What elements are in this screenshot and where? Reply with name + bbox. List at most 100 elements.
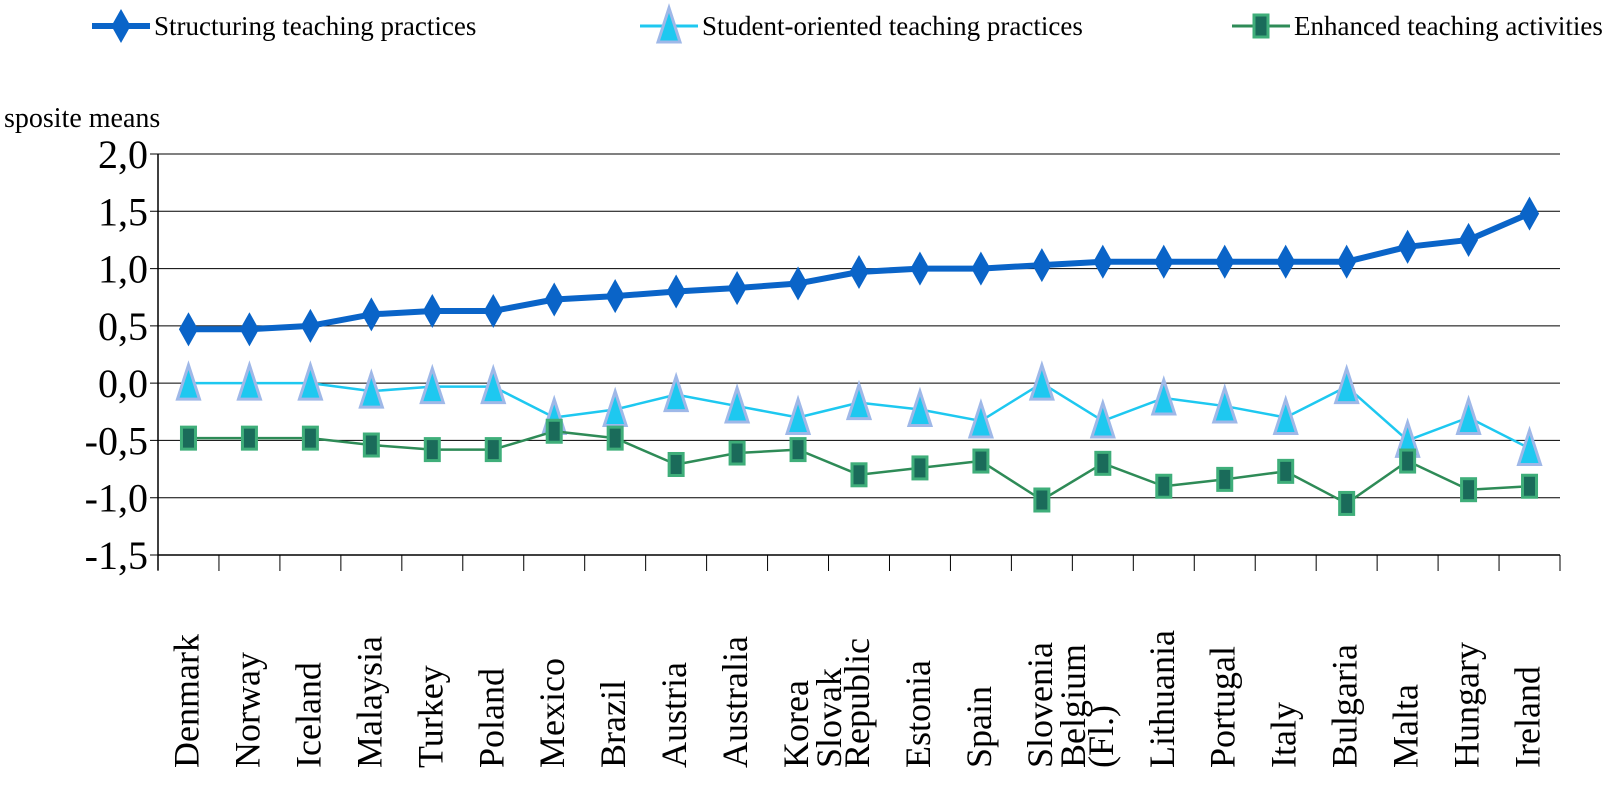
y-tick-label: 0,5 (98, 304, 148, 349)
data-point (1277, 458, 1295, 484)
grid (150, 153, 1560, 570)
data-point (1215, 244, 1235, 279)
data-point (1033, 487, 1051, 513)
x-tick-label: Malaysia (349, 636, 389, 768)
legend-label: Structuring teaching practices (154, 11, 476, 41)
x-tick-label: Austria (654, 662, 694, 768)
data-point (1460, 477, 1478, 503)
x-tick-label: Belgium (1053, 644, 1093, 768)
data-point (972, 448, 990, 474)
x-tick-label: Poland (471, 668, 511, 768)
x-axis: Denmark Norway Iceland Malaysia Turkey Poland… (157, 555, 1561, 768)
series-triangle (175, 360, 1543, 466)
legend: Structuring teaching practices Student-or… (92, 3, 1603, 44)
legend-label: Student-oriented teaching practices (702, 11, 1083, 41)
y-tick-label: 2,0 (98, 132, 148, 177)
data-point (545, 418, 563, 444)
data-point (666, 274, 686, 309)
data-point (667, 451, 685, 477)
data-point (1150, 375, 1177, 416)
data-point (484, 437, 502, 463)
data-point (361, 297, 381, 332)
data-point (1521, 473, 1539, 499)
data-point (422, 293, 442, 328)
data-point (727, 271, 747, 306)
legend-item: Enhanced teaching activities (1232, 11, 1603, 41)
data-point (971, 251, 991, 286)
y-tick-label: 1,0 (98, 247, 148, 292)
x-tick-label: Italy (1264, 702, 1304, 768)
data-point (362, 432, 380, 458)
data-point (480, 363, 507, 405)
y-tick-label: -1,0 (85, 476, 148, 521)
data-point (910, 251, 930, 286)
x-tick-label: Denmark (166, 634, 206, 768)
legend-swatch-marker (111, 8, 131, 44)
data-point (423, 437, 441, 463)
x-tick-label: Brazil (593, 680, 633, 768)
data-point (483, 293, 503, 328)
data-point (1516, 425, 1543, 466)
data-point (1028, 360, 1055, 401)
data-point (1211, 383, 1238, 424)
data-point (236, 360, 263, 401)
data-point (849, 254, 869, 290)
data-point (1093, 244, 1113, 279)
x-tick-label: Malta (1386, 684, 1426, 768)
series-square (179, 418, 1539, 516)
legend-item: Structuring teaching practices (92, 8, 476, 44)
data-point (240, 425, 258, 451)
data-point (850, 462, 868, 488)
data-point (906, 386, 934, 427)
top-left-label: sposite means (4, 103, 160, 134)
y-tick-label: 1,5 (98, 189, 148, 234)
data-point (1276, 244, 1296, 279)
data-point (297, 360, 324, 401)
x-tick-label: Hungary (1447, 642, 1487, 768)
data-point (663, 371, 690, 413)
data-point (606, 425, 624, 451)
y-tick-label: -0,5 (85, 418, 148, 463)
x-tick-label: Mexico (532, 658, 572, 768)
data-point (789, 437, 807, 463)
data-point (544, 282, 564, 317)
data-point (179, 425, 197, 451)
data-point (1519, 196, 1540, 231)
x-tick-label: Norway (227, 652, 267, 768)
data-point (301, 425, 319, 451)
data-point (1155, 473, 1173, 499)
data-point (1337, 244, 1357, 279)
data-point (1032, 248, 1052, 283)
x-tick-label: Korea (776, 680, 816, 768)
legend-label: Enhanced teaching activities (1294, 11, 1603, 41)
series-layer (175, 196, 1543, 516)
data-point (1154, 244, 1174, 279)
data-point (1216, 466, 1234, 492)
data-point (1089, 398, 1116, 439)
x-tick-label: Ireland (1508, 666, 1548, 768)
x-tick-label: Australia (715, 636, 755, 768)
data-point (1272, 394, 1299, 436)
data-point (728, 440, 746, 466)
x-tick-label: Lithuania (1142, 630, 1182, 768)
x-tick-label: Portugal (1203, 646, 1243, 768)
data-point (1458, 222, 1479, 257)
data-point (1338, 490, 1356, 516)
x-tick-label: Turkey (410, 665, 450, 768)
data-point (1455, 394, 1482, 436)
x-tick-label: Spain (959, 686, 999, 768)
data-point (1399, 448, 1417, 474)
x-tick-label: Iceland (288, 662, 328, 768)
x-tick-label: Republic (837, 638, 877, 768)
data-point (419, 363, 446, 405)
data-point (300, 308, 320, 343)
data-point (911, 455, 929, 481)
data-point (605, 279, 625, 314)
x-tick-label: Bulgaria (1325, 644, 1365, 768)
data-point (602, 386, 629, 427)
legend-item: Student-oriented teaching practices (640, 3, 1083, 44)
data-point (239, 312, 260, 347)
legend-swatch-marker (1252, 13, 1270, 39)
series-diamond (178, 196, 1540, 347)
